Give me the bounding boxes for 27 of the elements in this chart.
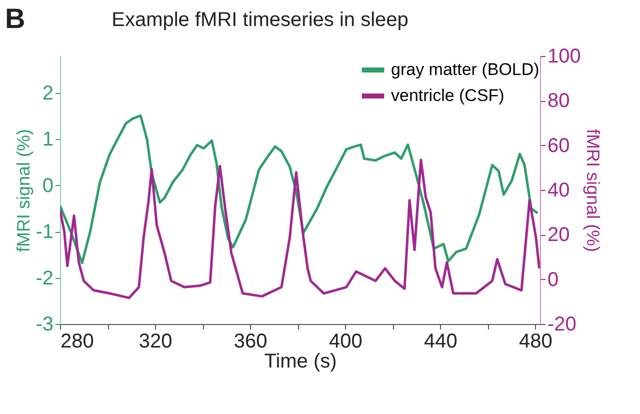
legend-label: ventricle (CSF) [391, 86, 504, 105]
x-tick-label: 360 [234, 330, 268, 352]
y2-tick-label: 40 [548, 180, 570, 202]
chart-title: Example fMRI timeseries in sleep [112, 9, 408, 31]
y2-tick-label: 0 [548, 268, 559, 291]
y-tick-label: 2 [42, 82, 54, 104]
y2-tick-label: 80 [548, 90, 570, 112]
y-tick-label: -1 [36, 221, 54, 244]
line-series [60, 158, 540, 300]
x-tick-label: 320 [138, 330, 172, 352]
line-series [60, 114, 539, 264]
x-tick-label: 280 [60, 330, 94, 352]
y2-tick-label: 60 [548, 134, 570, 157]
y-tick-label: 1 [42, 128, 54, 151]
y-tick-label: -3 [36, 314, 54, 336]
x-tick-label: 440 [424, 330, 458, 352]
text: B [5, 3, 26, 34]
x-axis-title: Time (s) [264, 350, 337, 372]
legend-label: gray matter (BOLD) [391, 60, 540, 79]
y2-axis-title: fMRI signal (%) [582, 128, 603, 252]
y2-tick-label: 100 [548, 46, 581, 68]
x-tick-label: 480 [519, 330, 552, 352]
y-tick-label: -2 [36, 267, 54, 290]
y-axis-title: fMRI signal (%) [14, 128, 34, 252]
y2-tick-label: 20 [548, 224, 570, 246]
x-tick-label: 400 [328, 330, 362, 352]
y-tick-label: 0 [42, 174, 54, 197]
